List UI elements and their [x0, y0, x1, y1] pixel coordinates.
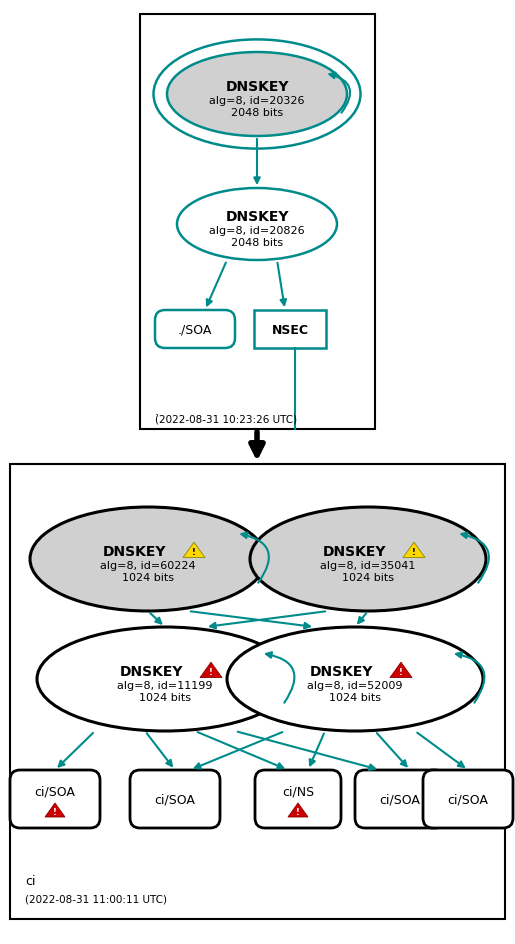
Text: alg=8, id=52009: alg=8, id=52009	[307, 681, 403, 690]
Text: ci/SOA: ci/SOA	[154, 793, 195, 805]
FancyBboxPatch shape	[10, 770, 100, 828]
Ellipse shape	[177, 189, 337, 261]
Text: alg=8, id=35041: alg=8, id=35041	[320, 561, 416, 570]
FancyBboxPatch shape	[130, 770, 220, 828]
Text: DNSKEY: DNSKEY	[309, 665, 373, 679]
Text: DNSKEY: DNSKEY	[225, 210, 289, 224]
Text: ci/NS: ci/NS	[282, 784, 314, 798]
Text: !: !	[399, 667, 403, 676]
Text: ci/SOA: ci/SOA	[35, 784, 75, 798]
Text: alg=8, id=20826: alg=8, id=20826	[209, 226, 305, 236]
Text: ci/SOA: ci/SOA	[380, 793, 420, 805]
Text: alg=8, id=20326: alg=8, id=20326	[209, 96, 305, 106]
Text: !: !	[192, 548, 196, 556]
Ellipse shape	[167, 53, 347, 137]
Polygon shape	[288, 803, 308, 818]
Text: 1024 bits: 1024 bits	[342, 572, 394, 582]
Text: (2022-08-31 10:23:26 UTC): (2022-08-31 10:23:26 UTC)	[155, 414, 297, 425]
Text: DNSKEY: DNSKEY	[322, 545, 386, 559]
Text: .: .	[155, 405, 159, 417]
Text: DNSKEY: DNSKEY	[225, 80, 289, 93]
FancyBboxPatch shape	[155, 311, 235, 348]
Text: DNSKEY: DNSKEY	[102, 545, 166, 559]
Text: !: !	[209, 667, 213, 676]
Polygon shape	[200, 663, 222, 678]
Text: !: !	[412, 548, 416, 556]
Polygon shape	[403, 543, 425, 558]
Bar	[140, 15, 374, 430]
Ellipse shape	[227, 628, 483, 732]
Polygon shape	[183, 543, 205, 558]
Text: (2022-08-31 11:00:11 UTC): (2022-08-31 11:00:11 UTC)	[25, 894, 167, 904]
Bar	[9, 464, 505, 919]
Text: ci: ci	[25, 874, 36, 887]
Text: alg=8, id=11199: alg=8, id=11199	[117, 681, 213, 690]
Polygon shape	[390, 663, 412, 678]
Text: 1024 bits: 1024 bits	[329, 692, 381, 702]
FancyBboxPatch shape	[423, 770, 513, 828]
Bar	[254, 311, 326, 348]
Text: DNSKEY: DNSKEY	[119, 665, 183, 679]
Ellipse shape	[30, 508, 266, 612]
Text: 1024 bits: 1024 bits	[122, 572, 174, 582]
FancyBboxPatch shape	[255, 770, 341, 828]
Ellipse shape	[37, 628, 293, 732]
Text: 2048 bits: 2048 bits	[231, 238, 283, 247]
Ellipse shape	[250, 508, 486, 612]
FancyBboxPatch shape	[355, 770, 445, 828]
Text: !: !	[296, 807, 300, 817]
Text: 2048 bits: 2048 bits	[231, 108, 283, 118]
Text: ci/SOA: ci/SOA	[448, 793, 488, 805]
Text: NSEC: NSEC	[271, 323, 308, 336]
Text: ./SOA: ./SOA	[178, 323, 212, 336]
Polygon shape	[45, 803, 65, 818]
Text: alg=8, id=60224: alg=8, id=60224	[100, 561, 196, 570]
Text: !: !	[53, 807, 57, 817]
Text: 1024 bits: 1024 bits	[139, 692, 191, 702]
